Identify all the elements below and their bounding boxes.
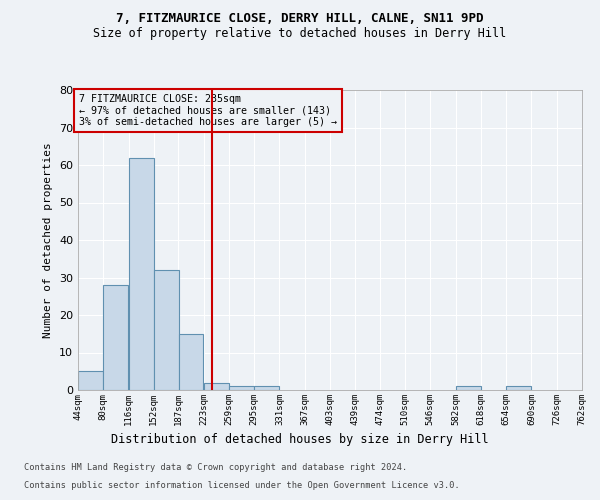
Text: Size of property relative to detached houses in Derry Hill: Size of property relative to detached ho… — [94, 28, 506, 40]
Bar — [506, 386, 531, 390]
Bar — [129, 158, 154, 390]
Bar — [456, 386, 481, 390]
Text: Contains HM Land Registry data © Crown copyright and database right 2024.: Contains HM Land Registry data © Crown c… — [24, 464, 407, 472]
Bar — [204, 382, 229, 390]
Text: Distribution of detached houses by size in Derry Hill: Distribution of detached houses by size … — [111, 432, 489, 446]
Y-axis label: Number of detached properties: Number of detached properties — [43, 142, 53, 338]
Text: Contains public sector information licensed under the Open Government Licence v3: Contains public sector information licen… — [24, 481, 460, 490]
Bar — [229, 386, 254, 390]
Bar — [254, 386, 279, 390]
Bar — [179, 334, 203, 390]
Bar — [154, 270, 179, 390]
Bar — [103, 285, 128, 390]
Text: 7 FITZMAURICE CLOSE: 235sqm
← 97% of detached houses are smaller (143)
3% of sem: 7 FITZMAURICE CLOSE: 235sqm ← 97% of det… — [79, 94, 337, 127]
Text: 7, FITZMAURICE CLOSE, DERRY HILL, CALNE, SN11 9PD: 7, FITZMAURICE CLOSE, DERRY HILL, CALNE,… — [116, 12, 484, 26]
Bar — [78, 371, 103, 390]
